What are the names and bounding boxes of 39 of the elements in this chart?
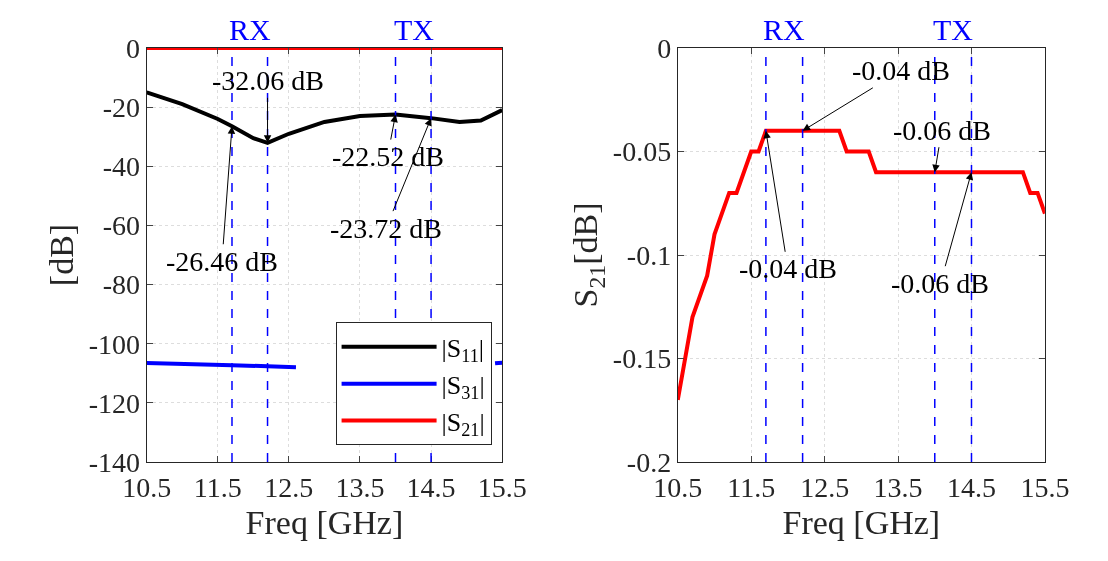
ref-line-label: TX (394, 13, 435, 46)
y-axis-title: [dB] (43, 223, 81, 287)
annotation: -32.06 dB (212, 65, 324, 96)
x-tick-label: 12.5 (800, 471, 850, 503)
x-tick-label: 14.5 (946, 471, 996, 503)
annotation: -0.04 dB (852, 55, 950, 86)
x-tick-label: 14.5 (406, 471, 456, 503)
x-tick-label: 15.5 (477, 471, 527, 503)
line-series (146, 90, 503, 145)
x-tick-label: 11.5 (727, 471, 776, 503)
annotation: -0.04 dB (739, 253, 837, 284)
y-tick-label: -80 (102, 269, 141, 301)
legend-label: |S$_{31}$| (441, 370, 485, 404)
y-tick-label: -60 (102, 210, 141, 242)
y-tick-label: -0.05 (612, 136, 672, 168)
y-tick-label: -100 (88, 328, 141, 360)
y-tick-label: 0 (126, 32, 141, 64)
annotation: -26.46 dB (166, 246, 278, 277)
x-tick-label: 13.5 (873, 471, 923, 503)
legend-label: |S$_{11}$| (441, 333, 484, 367)
x-axis-title: Freq [GHz] (245, 503, 404, 541)
annotation: -0.06 dB (891, 268, 989, 299)
y-tick-label: -20 (102, 91, 141, 123)
annotation: -23.72 dB (330, 213, 442, 244)
y-tick-label: -0.15 (612, 343, 672, 375)
annotation: -0.06 dB (893, 115, 991, 146)
ref-line-label: RX (229, 13, 272, 46)
y-tick-label: -0.1 (626, 239, 672, 271)
x-tick-label: 11.5 (193, 471, 242, 503)
x-tick-label: 15.5 (1020, 471, 1070, 503)
ref-line-label: TX (933, 13, 974, 46)
legend-label: |S$_{21}$| (441, 407, 485, 441)
y-tick-label: -120 (88, 387, 141, 419)
ref-line-label: RX (763, 13, 806, 46)
x-tick-label: 13.5 (335, 471, 385, 503)
x-tick-label: 12.5 (264, 471, 314, 503)
y-tick-label: -40 (102, 151, 141, 183)
y-tick-label: 0 (657, 32, 672, 64)
x-axis-title: Freq [GHz] (782, 503, 941, 541)
